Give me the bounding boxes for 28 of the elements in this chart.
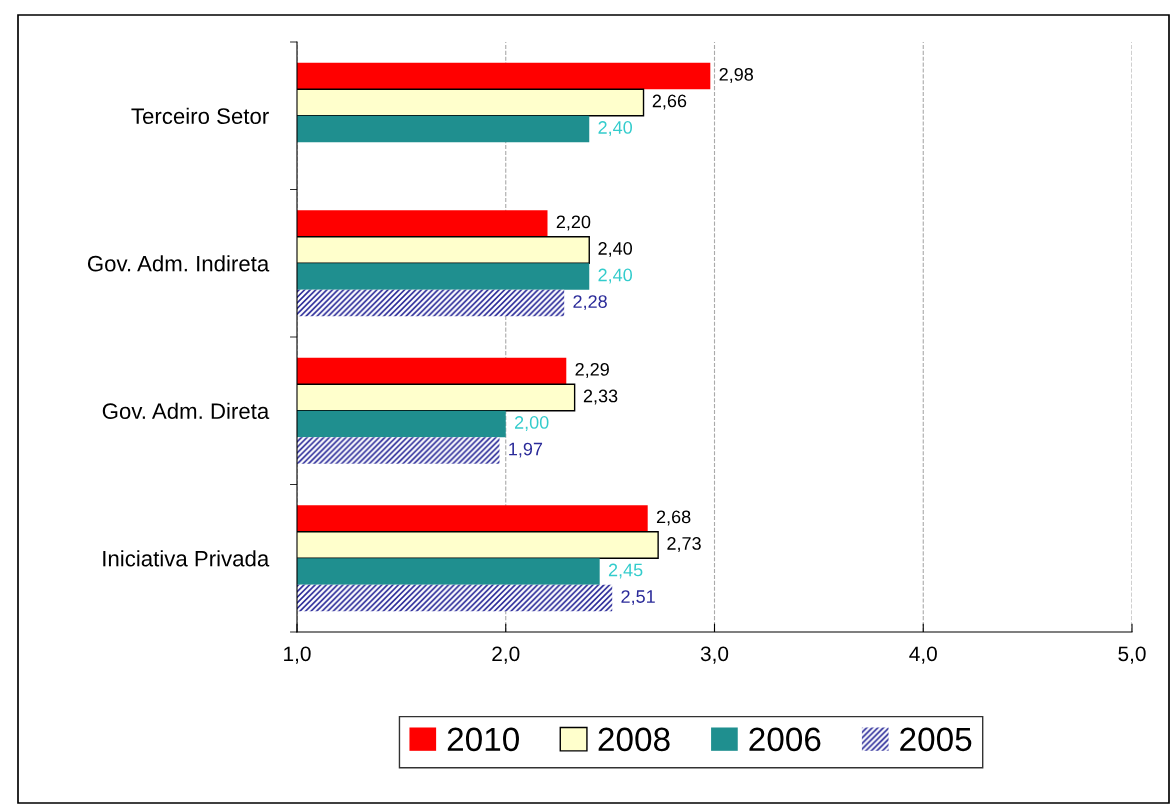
x-tick-label: 5,0 xyxy=(1118,646,1146,664)
y-tick-label: Iniciativa Privada xyxy=(103,550,270,567)
x-tick-label: 1,0 xyxy=(284,646,311,664)
legend-label: 2010 xyxy=(447,727,519,752)
x-tick-label: 3,0 xyxy=(700,646,729,664)
data-label: 2,40 xyxy=(598,268,633,284)
data-label: 2,33 xyxy=(583,389,618,405)
data-label: 2,73 xyxy=(667,537,701,552)
x-tick-label: 4,0 xyxy=(909,646,937,664)
data-label: 1,97 xyxy=(509,442,543,458)
data-label: 2,66 xyxy=(652,94,687,110)
x-tick-label: 2,0 xyxy=(492,646,520,664)
data-label: 2,40 xyxy=(598,121,633,136)
data-label: 2,20 xyxy=(556,215,591,231)
legend-label: 2005 xyxy=(900,727,972,752)
data-label: 2,29 xyxy=(575,362,609,378)
y-tick-label: Terceiro Setor xyxy=(131,107,269,125)
legend-label: 2006 xyxy=(749,727,821,752)
data-label: 2,40 xyxy=(598,242,633,257)
y-tick-label: Gov. Adm. Indireta xyxy=(87,255,270,272)
data-label: 2,51 xyxy=(621,590,655,606)
y-tick-label: Gov. Adm. Direta xyxy=(102,402,270,420)
data-label: 2,98 xyxy=(719,67,754,83)
data-label: 2,68 xyxy=(656,510,691,526)
data-label: 2,45 xyxy=(608,563,643,579)
data-label: 2,00 xyxy=(514,416,549,431)
legend-label: 2008 xyxy=(598,727,670,752)
data-label: 2,28 xyxy=(573,295,607,311)
